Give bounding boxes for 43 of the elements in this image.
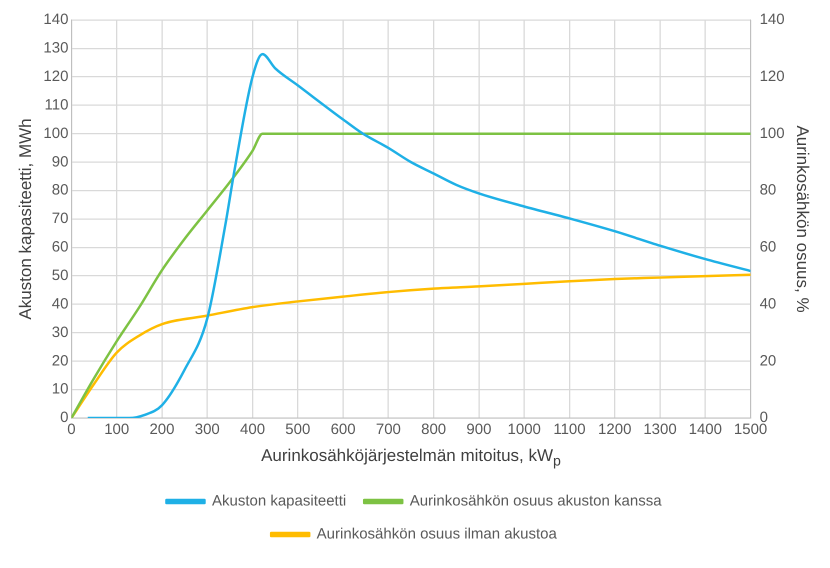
x-tick-label: 300 — [194, 421, 220, 438]
y-tick-label: 50 — [52, 267, 68, 284]
y-tick-label: 0 — [60, 409, 68, 426]
line-series — [86, 52, 751, 418]
x-tick-label: 800 — [421, 421, 446, 438]
x-tick-label: 1000 — [508, 421, 541, 438]
y2-tick-label: 60 — [760, 238, 776, 256]
x-axis-title: Aurinkosähköjärjestelmän mitoitus, kW$_{p}$ — [261, 446, 561, 470]
legend-label: Akuston kapasiteetti — [212, 492, 346, 510]
y-tick-label: 30 — [52, 324, 68, 341]
y-axis-title: Akuston kapasiteetti, MWh — [16, 118, 35, 320]
y2-tick-label: 100 — [760, 124, 785, 142]
y-tick-label: 130 — [43, 40, 68, 57]
x-tick-label: 100 — [104, 421, 130, 438]
y2-tick-label: 40 — [760, 295, 776, 312]
x-tick-label: 400 — [240, 421, 266, 438]
x-tick-label: 700 — [376, 421, 401, 438]
y2-tick-label: 120 — [760, 68, 785, 85]
x-tick-label: 900 — [466, 421, 492, 438]
y2-tick-label: 80 — [760, 182, 776, 199]
x-tick-label: 500 — [285, 421, 310, 438]
legend-label: Aurinkosähkön osuus akuston kanssa — [410, 492, 662, 510]
y-tick-label: 140 — [43, 11, 68, 28]
y2-axis-title: Aurinkosähkön osuus, % — [793, 125, 812, 313]
y-tick-label: 120 — [43, 68, 68, 85]
x-tick-label: 1100 — [553, 421, 586, 438]
y-tick-label: 20 — [52, 352, 68, 370]
x-tick-label: 600 — [330, 421, 356, 438]
x-tick-label: 1300 — [643, 421, 677, 438]
y2-tick-label: 140 — [760, 11, 785, 28]
y-tick-label: 60 — [52, 238, 68, 256]
y-tick-label: 70 — [52, 210, 68, 228]
y-tick-label: 90 — [52, 153, 68, 170]
x-tick-label: 1200 — [598, 421, 632, 438]
y2-tick-label: 20 — [760, 352, 776, 370]
y-tick-label: 10 — [52, 380, 68, 398]
y-tick-label: 80 — [52, 182, 68, 199]
y-tick-label: 40 — [52, 295, 68, 312]
x-tick-label: 200 — [149, 421, 174, 438]
y-tick-label: 100 — [43, 124, 68, 142]
y-tick-label: 110 — [44, 96, 68, 114]
legend-label: Aurinkosähkön osuus ilman akustoa — [316, 526, 558, 543]
x-tick-label: 1400 — [688, 421, 722, 438]
